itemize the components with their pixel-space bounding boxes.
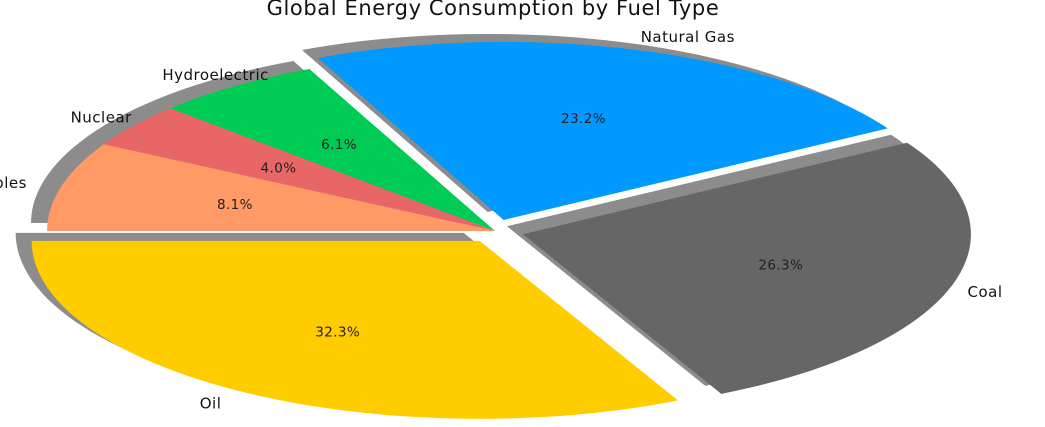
pie-slice-oil [31, 240, 678, 419]
pie-slice-nuclear [103, 108, 495, 231]
category-label-nuclear: Nuclear [71, 109, 133, 127]
pct-label-natural-gas: 23.2% [561, 111, 606, 127]
label-layer: 32.3% Oil 26.3% Coal 23.2% Natural Gas 6.1% Hyd… [0, 28, 1002, 412]
chart-title: Global Energy Consumption by Fuel Type [267, 0, 720, 20]
pie-slice-coal [522, 142, 971, 394]
slice-layer [31, 41, 971, 419]
category-label-hydroelectric: Hydroelectric [162, 66, 269, 84]
category-label-other-renewables: Other Renewables [0, 174, 27, 192]
category-label-coal: Coal [967, 283, 1002, 301]
pct-label-coal: 26.3% [758, 257, 803, 273]
pct-label-other-renewables: 8.1% [217, 197, 253, 213]
pct-label-oil: 32.3% [315, 325, 360, 341]
category-label-oil: Oil [200, 394, 222, 412]
pie-slice-natural-gas [318, 41, 888, 220]
pie-slice-hydroelectric [170, 69, 496, 231]
pct-label-hydroelectric: 6.1% [321, 137, 357, 153]
pct-label-nuclear: 4.0% [261, 161, 297, 177]
category-label-natural-gas: Natural Gas [641, 28, 735, 46]
pie-slice-other-renewables [47, 144, 495, 231]
